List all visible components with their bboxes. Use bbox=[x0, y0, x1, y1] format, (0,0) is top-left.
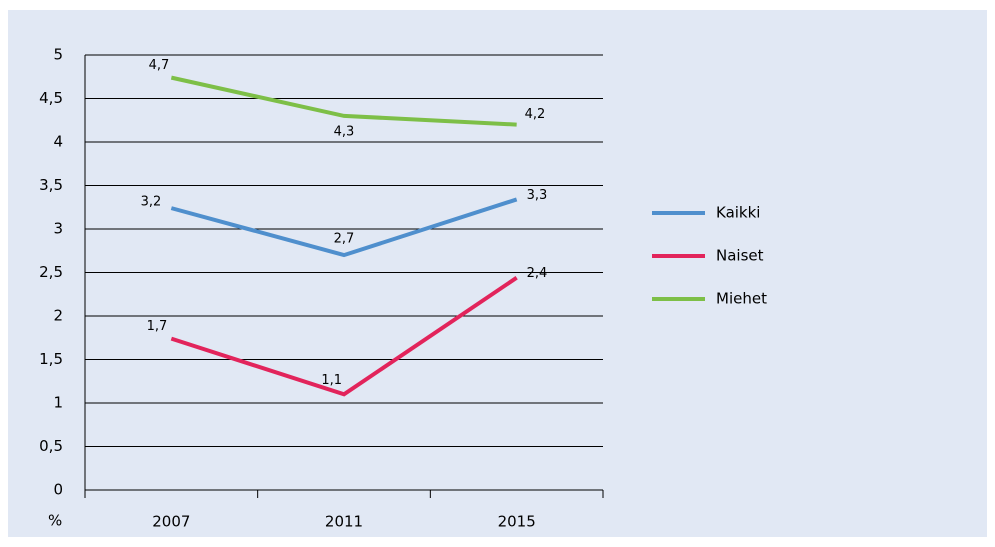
y-axis-label: % bbox=[48, 512, 62, 530]
legend-label: Miehet bbox=[716, 290, 767, 308]
y-tick-label: 4,5 bbox=[39, 89, 63, 107]
y-tick-label: 2 bbox=[53, 307, 63, 325]
data-label: 1,7 bbox=[147, 319, 168, 334]
y-tick-label: 5 bbox=[53, 46, 63, 64]
y-tick-label: 3 bbox=[53, 220, 63, 238]
y-tick-label: 4 bbox=[53, 133, 63, 151]
data-label: 2,4 bbox=[527, 266, 548, 281]
x-tick-label: 2007 bbox=[152, 513, 190, 531]
data-label: 1,1 bbox=[321, 373, 342, 388]
y-tick-label: 1 bbox=[53, 394, 63, 412]
data-label: 3,3 bbox=[527, 188, 548, 203]
y-tick-label: 1,5 bbox=[39, 350, 63, 368]
y-tick-label: 0 bbox=[53, 481, 63, 499]
chart-background bbox=[8, 10, 987, 537]
legend-label: Naiset bbox=[716, 247, 764, 265]
x-tick-label: 2011 bbox=[325, 513, 363, 531]
data-label: 3,2 bbox=[141, 195, 162, 210]
line bbox=[170, 75, 517, 127]
data-label: 4,7 bbox=[149, 58, 170, 73]
data-label: 4,3 bbox=[334, 124, 355, 139]
data-label: 4,2 bbox=[525, 107, 546, 122]
y-tick-label: 0,5 bbox=[39, 437, 63, 455]
line bbox=[170, 197, 518, 258]
y-tick-label: 3,5 bbox=[39, 176, 63, 194]
data-label: 2,7 bbox=[334, 232, 355, 247]
line bbox=[170, 276, 518, 397]
y-tick-label: 2,5 bbox=[39, 263, 63, 281]
legend-label: Kaikki bbox=[716, 204, 760, 222]
x-tick-label: 2015 bbox=[498, 513, 536, 531]
